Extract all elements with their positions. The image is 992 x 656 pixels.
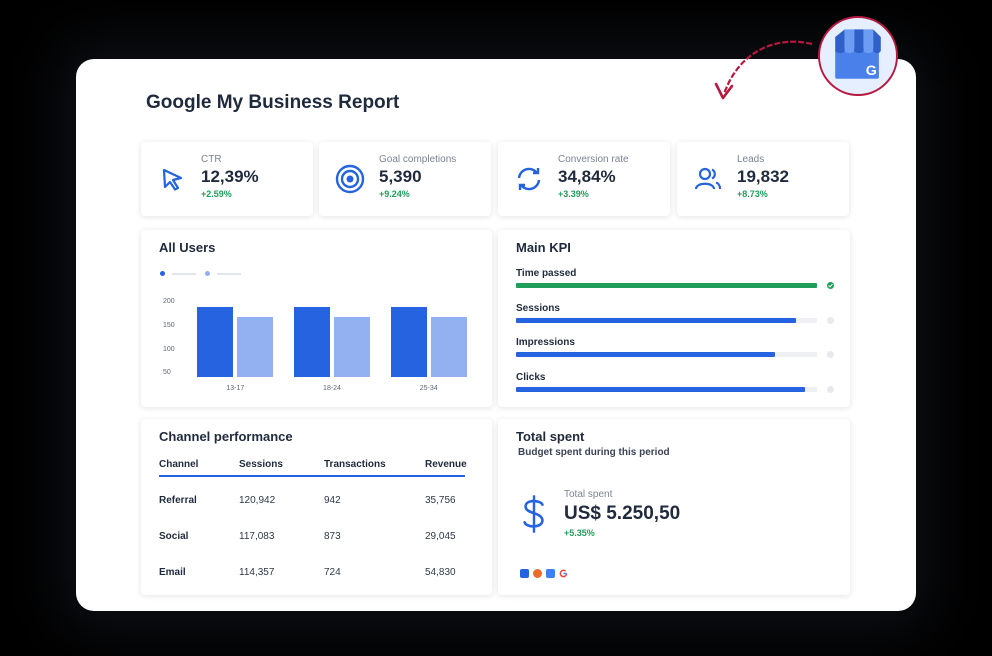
kpi-delta: +3.39% xyxy=(558,189,589,199)
legend-marker[interactable] xyxy=(160,271,165,276)
kpi-label: Goal completions xyxy=(379,154,457,165)
users-icon xyxy=(694,167,722,190)
arrow-icon xyxy=(714,40,813,100)
table-cell: 942 xyxy=(324,495,341,506)
chart-bar[interactable] xyxy=(334,317,370,377)
total-spent-delta: +5.35% xyxy=(564,528,595,538)
kpi-card-ctr[interactable]: CTR 12,39% +2.59% xyxy=(141,142,313,216)
chart-bar[interactable] xyxy=(237,317,274,377)
table-cell: 724 xyxy=(324,567,341,578)
y-tick-label: 100 xyxy=(163,346,175,353)
table-cell: 117,083 xyxy=(239,531,275,542)
y-tick-label: 200 xyxy=(163,298,175,305)
table-cell: 120,942 xyxy=(239,495,276,506)
progress-track xyxy=(516,317,817,323)
kpi-value: 34,84% xyxy=(558,167,616,186)
kpi-card-goal-completions[interactable]: Goal completions 5,390 +9.24% xyxy=(319,142,491,216)
chart-bar[interactable] xyxy=(197,307,234,377)
card-title: All Users xyxy=(159,240,216,255)
progress-fill xyxy=(516,386,805,392)
total-spent-label: Total spent xyxy=(564,489,613,500)
all-users-card: All Users 200 150 100 50 13-17 18-24 25-34 xyxy=(141,230,492,407)
table-row[interactable]: Email 114,357 724 54,830 xyxy=(141,567,492,581)
y-tick-label: 150 xyxy=(163,322,175,329)
cursor-icon xyxy=(162,168,183,191)
legend-line xyxy=(172,273,196,275)
google-icon xyxy=(559,569,568,578)
legend-marker[interactable] xyxy=(205,271,210,276)
check-icon xyxy=(827,282,834,289)
kpi-label: CTR xyxy=(201,154,222,165)
table-cell: Referral xyxy=(159,495,197,506)
chart-bar[interactable] xyxy=(430,317,467,377)
kpi-delta: +8.73% xyxy=(737,189,768,199)
kpi-row-label: Time passed xyxy=(516,268,577,279)
chart-bar[interactable] xyxy=(390,307,427,377)
table-cell: 35,756 xyxy=(425,495,456,506)
card-title: Channel performance xyxy=(159,429,293,444)
x-axis: 13-17 18-24 25-34 xyxy=(187,385,477,397)
kpi-card-leads[interactable]: Leads 19,832 +8.73% xyxy=(677,142,849,216)
progress-track xyxy=(516,352,817,357)
kpi-label: Conversion rate xyxy=(558,154,629,165)
channel-performance-card: Channel performance Channel Sessions Tra… xyxy=(141,419,492,595)
kpi-label: Leads xyxy=(737,154,765,165)
table-cell: 114,357 xyxy=(239,567,275,578)
kpi-row-label: Impressions xyxy=(516,337,575,348)
total-spent-value: US$ 5.250,50 xyxy=(564,503,681,524)
x-tick-label: 18-24 xyxy=(323,385,341,392)
badge-letter: G xyxy=(866,63,877,79)
bar-plot-area xyxy=(187,306,477,377)
table-cell: 54,830 xyxy=(425,567,456,578)
table-cell: 873 xyxy=(324,531,341,542)
kpi-value: 19,832 xyxy=(737,167,789,186)
pending-dot-icon xyxy=(827,351,834,358)
kpi-value: 5,390 xyxy=(379,167,422,186)
facebook-icon xyxy=(520,569,529,578)
table-row[interactable]: Referral 120,942 942 35,756 xyxy=(141,495,492,509)
kpi-row-label: Sessions xyxy=(516,302,560,314)
table-cell: Email xyxy=(159,567,186,578)
chart-bar[interactable] xyxy=(294,307,330,377)
dollar-icon xyxy=(523,495,544,533)
main-kpi-card: Main KPI Time passed Sessions Impressions C… xyxy=(498,230,850,407)
kpi-value: 12,39% xyxy=(201,167,259,186)
refresh-icon xyxy=(517,167,541,191)
progress-fill xyxy=(516,317,796,323)
progress-track xyxy=(516,386,817,392)
pending-dot-icon xyxy=(827,385,834,393)
card-subtitle: Budget spent during this period xyxy=(518,447,670,458)
table-header-sessions[interactable]: Sessions xyxy=(239,459,283,470)
progress-fill xyxy=(516,283,817,288)
kpi-row-label: Clicks xyxy=(516,371,546,383)
table-header-underline xyxy=(159,475,465,477)
kpi-delta: +9.24% xyxy=(379,189,410,199)
progress-fill xyxy=(516,352,775,357)
pending-dot-icon xyxy=(827,316,834,324)
table-cell: 29,045 xyxy=(425,531,456,542)
kpi-card-conversion-rate[interactable]: Conversion rate 34,84% +3.39% xyxy=(498,142,670,216)
target-icon xyxy=(335,164,365,194)
progress-track xyxy=(516,283,817,288)
table-header-transactions[interactable]: Transactions xyxy=(324,459,386,470)
x-tick-label: 25-34 xyxy=(419,385,438,392)
table-header-channel[interactable]: Channel xyxy=(159,459,199,470)
google-my-business-icon: G xyxy=(835,29,881,79)
table-cell: Social xyxy=(159,531,189,542)
x-tick-label: 13-17 xyxy=(226,385,245,392)
page-title: Google My Business Report xyxy=(146,92,400,113)
card-title: Total spent xyxy=(516,429,585,444)
table-header-revenue[interactable]: Revenue xyxy=(425,459,467,470)
kpi-delta: +2.59% xyxy=(201,189,232,199)
total-spent-card: Total spent Budget spent during this per… xyxy=(498,419,850,595)
card-title: Main KPI xyxy=(516,240,571,255)
y-tick-label: 50 xyxy=(163,369,171,376)
fire-icon xyxy=(533,569,542,578)
mail-icon xyxy=(546,569,555,578)
legend-line xyxy=(217,273,241,275)
google-my-business-badge[interactable]: G xyxy=(818,16,898,96)
y-axis: 200 150 100 50 xyxy=(163,298,183,382)
table-row[interactable]: Social 117,083 873 29,045 xyxy=(141,531,492,545)
report-frame: Google My Business Report CTR 12,39% +2.… xyxy=(76,59,916,611)
